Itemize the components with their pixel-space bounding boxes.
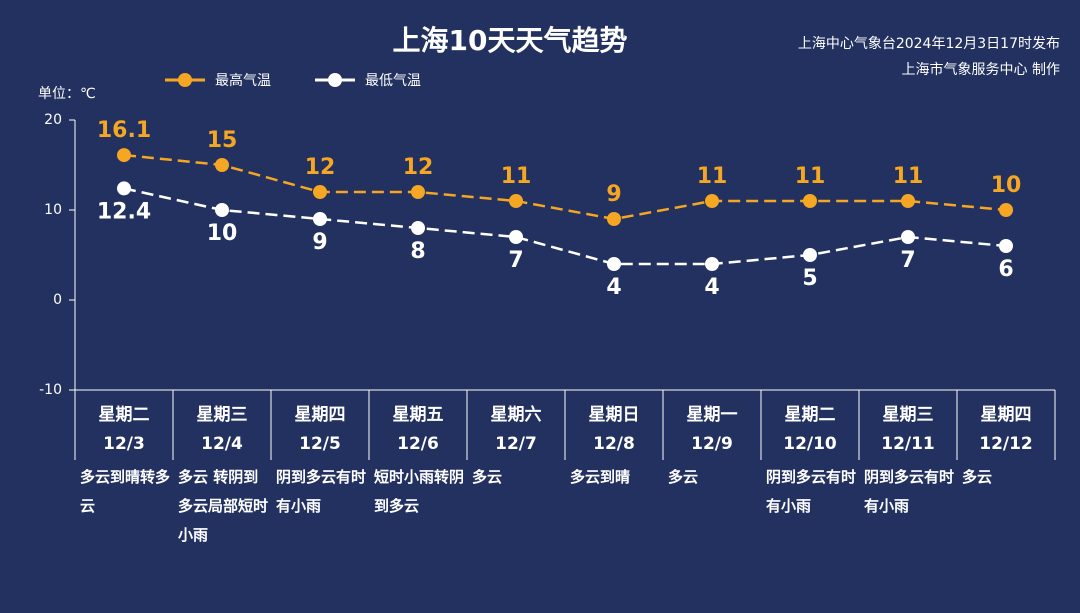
date-label: 12/8	[593, 434, 635, 454]
marker	[999, 239, 1013, 253]
data-label: 11	[501, 164, 532, 189]
weather-text: 阴到多云有时有小雨	[276, 468, 367, 515]
marker	[509, 194, 523, 208]
date-label: 12/7	[495, 434, 537, 454]
data-label: 12	[305, 155, 336, 180]
chart-title: 上海10天天气趋势	[393, 24, 628, 57]
marker	[509, 230, 523, 244]
y-tick-label: -10	[39, 382, 62, 398]
data-label: 11	[697, 164, 728, 189]
weather-text: 多云 转阴到多云局部短时小雨	[178, 468, 269, 544]
marker	[607, 257, 621, 271]
date-label: 12/5	[299, 434, 341, 454]
weekday-label: 星期五	[393, 405, 444, 425]
weekday-label: 星期三	[197, 405, 248, 425]
date-label: 12/4	[201, 434, 243, 454]
weather-text: 多云到晴	[570, 468, 631, 486]
weekday-label: 星期二	[785, 405, 836, 425]
marker	[705, 257, 719, 271]
weekday-label: 星期四	[295, 405, 346, 425]
weather-text: 阴到多云有时有小雨	[766, 468, 857, 515]
marker	[803, 194, 817, 208]
marker	[901, 230, 915, 244]
data-label: 16.1	[97, 118, 151, 143]
weather-text: 多云	[668, 468, 699, 486]
credit: 上海市气象服务中心 制作	[902, 61, 1060, 78]
weather-text: 多云	[962, 468, 993, 486]
marker	[117, 148, 131, 163]
series-line	[123, 187, 1007, 266]
data-label: 9	[312, 230, 327, 255]
marker	[901, 194, 915, 208]
marker	[607, 212, 621, 226]
date-label: 12/11	[881, 434, 935, 454]
data-label: 12.4	[97, 199, 151, 224]
weekday-label: 星期三	[883, 405, 934, 425]
date-label: 12/12	[979, 434, 1033, 454]
weather-text: 多云到晴转多云	[80, 468, 171, 515]
marker	[313, 185, 327, 199]
y-tick-label: 10	[44, 202, 62, 218]
legend-marker	[178, 73, 192, 87]
data-label: 4	[704, 275, 719, 300]
data-label: 9	[606, 182, 621, 207]
y-tick-label: 0	[53, 292, 62, 308]
data-label: 7	[508, 248, 523, 273]
weekday-label: 星期六	[491, 404, 542, 425]
legend-label: 最高气温	[215, 72, 271, 89]
marker	[803, 248, 817, 262]
data-label: 5	[802, 266, 817, 291]
data-label: 10	[207, 221, 238, 246]
legend-marker	[328, 73, 342, 87]
data-label: 12	[403, 155, 434, 180]
date-label: 12/6	[397, 434, 439, 454]
data-label: 8	[410, 239, 425, 264]
marker	[215, 203, 229, 217]
legend-label: 最低气温	[365, 73, 421, 89]
data-label: 7	[900, 248, 915, 273]
weekday-label: 星期四	[981, 405, 1032, 425]
weather-text: 短时小雨转阴到多云	[374, 468, 465, 515]
marker	[411, 185, 425, 199]
weather-text: 阴到多云有时有小雨	[864, 468, 955, 515]
marker	[999, 203, 1013, 217]
data-label: 11	[893, 164, 924, 189]
data-label: 11	[795, 164, 826, 189]
marker	[411, 221, 425, 235]
marker	[705, 194, 719, 208]
data-label: 10	[991, 173, 1022, 198]
source: 上海中心气象台2024年12月3日17时发布	[798, 36, 1060, 52]
marker	[117, 181, 131, 196]
series-line	[123, 153, 1007, 221]
weekday-label: 星期日	[589, 405, 640, 425]
weather-text: 多云	[472, 468, 503, 486]
data-label: 4	[606, 275, 621, 300]
date-label: 12/10	[783, 434, 837, 454]
data-label: 6	[998, 257, 1013, 282]
y-tick-label: 20	[44, 112, 62, 128]
data-label: 15	[207, 128, 238, 153]
date-label: 12/3	[103, 434, 145, 454]
marker	[215, 158, 229, 172]
date-label: 12/9	[691, 434, 733, 454]
marker	[313, 212, 327, 226]
weekday-label: 星期一	[687, 405, 738, 425]
weekday-label: 星期二	[99, 405, 150, 425]
y-axis-label: 单位：℃	[38, 86, 96, 102]
